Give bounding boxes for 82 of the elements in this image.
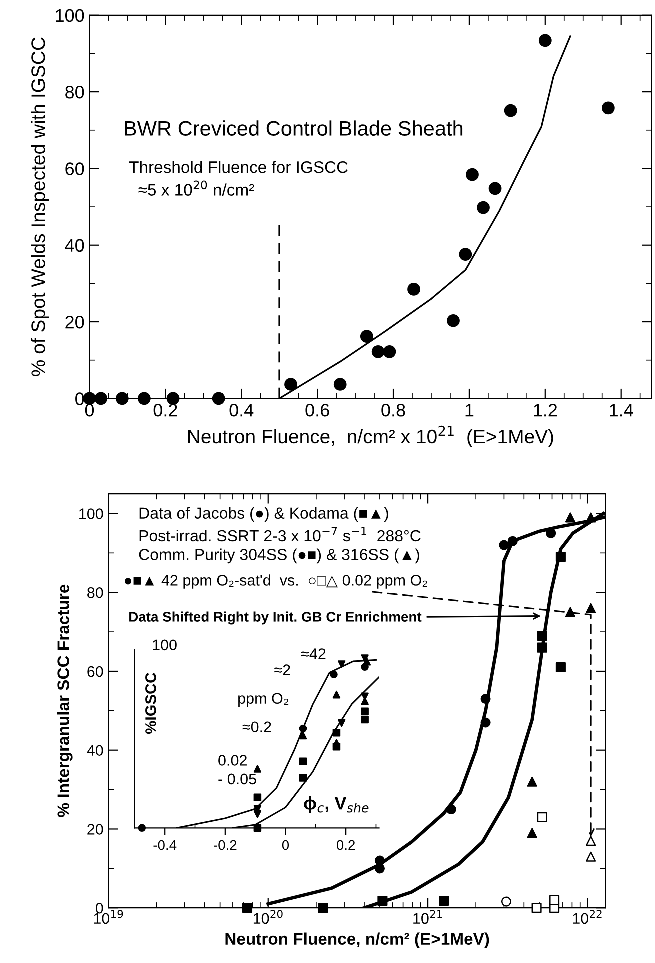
y-tick-label: 0 bbox=[76, 392, 84, 406]
point bbox=[116, 392, 129, 406]
point bbox=[372, 345, 385, 358]
annotation: ≈42 bbox=[301, 648, 326, 660]
point bbox=[166, 392, 180, 406]
y-tick-label: 20 bbox=[88, 824, 104, 835]
annotation: ppm O₂ bbox=[238, 693, 289, 708]
y-tick-label: 40 bbox=[65, 239, 84, 252]
point bbox=[334, 378, 347, 391]
x-tick-label: 0.6 bbox=[306, 404, 330, 417]
point bbox=[477, 201, 490, 214]
annotation: ≈0.2 bbox=[242, 722, 272, 733]
y-tick-label: 60 bbox=[88, 666, 104, 678]
point bbox=[383, 345, 396, 358]
x-tick-label: 1.2 bbox=[534, 404, 558, 417]
y-axis-title: % Intergranular SCC Fracture bbox=[57, 584, 73, 818]
y-tick-label: 80 bbox=[88, 587, 104, 598]
x-tick-label: 10$^{22}$ bbox=[573, 910, 602, 924]
x-tick-label: 0.4 bbox=[230, 404, 254, 417]
annotation: Comm. Purity 304SS (●■) & 316SS (▲) bbox=[139, 548, 420, 564]
point bbox=[361, 654, 369, 662]
point bbox=[459, 248, 472, 262]
point bbox=[254, 794, 262, 802]
point bbox=[361, 716, 369, 724]
point bbox=[363, 658, 372, 666]
x-axis-title: Neutron Fluence, n/cm² x 10$^{21}$ (E>1MeV) bbox=[188, 426, 554, 448]
x-tick-label: -0.4 bbox=[154, 840, 177, 850]
point bbox=[299, 758, 308, 766]
point bbox=[299, 732, 308, 740]
point bbox=[254, 824, 262, 832]
y-tick-label: 60 bbox=[66, 162, 84, 176]
point bbox=[332, 690, 341, 699]
x-axis-title: Neutron Fluence, n/cm² (E>1MeV) bbox=[226, 932, 490, 948]
point bbox=[360, 330, 374, 344]
point bbox=[138, 824, 146, 832]
point bbox=[538, 34, 552, 48]
point bbox=[466, 168, 479, 182]
point bbox=[602, 102, 615, 115]
point bbox=[338, 660, 346, 668]
x-tick-label: 1.4 bbox=[610, 404, 634, 417]
point bbox=[504, 104, 518, 118]
annotation: ϕ$_{c}$, V$_{she}$ bbox=[304, 796, 369, 814]
point bbox=[330, 670, 338, 679]
x-tick-label: 0 bbox=[282, 840, 290, 850]
point bbox=[138, 392, 151, 406]
x-tick-label: 1 bbox=[466, 404, 474, 417]
point bbox=[488, 182, 502, 196]
x-tick-label: 0.8 bbox=[382, 404, 406, 417]
point bbox=[299, 724, 308, 733]
ref-line-label: Threshold Fluence for IGSCC ≈5 x 10$^{20}$ n/cm² bbox=[129, 161, 348, 196]
point bbox=[447, 314, 460, 328]
x-tick-label: 0.2 bbox=[154, 404, 178, 417]
point bbox=[361, 708, 369, 716]
point bbox=[408, 283, 420, 296]
point bbox=[338, 719, 346, 728]
x-tick-label: 10$^{21}$ bbox=[414, 910, 442, 924]
point bbox=[332, 728, 341, 737]
annotation: BWR Creviced Control Blade Sheath bbox=[125, 120, 463, 136]
annotation: 0.02 - 0.05 bbox=[218, 755, 256, 785]
y-tick-label: 100 bbox=[80, 508, 104, 520]
y-tick-label: 100 bbox=[56, 9, 84, 22]
annotation: Post-irrad. SSRT 2-3 x 10$^{−7}$ s$^{−1}$ 288°C bbox=[140, 527, 421, 542]
x-tick-label: 10$^{20}$ bbox=[254, 910, 283, 924]
annotation: 100 bbox=[153, 640, 177, 651]
x-tick-label: 0.2 bbox=[336, 840, 356, 850]
annotation: ≈2 bbox=[274, 664, 290, 676]
annotation: Data Shifted Right by Init. GB Cr Enrichment bbox=[130, 612, 422, 625]
x-tick-label: -0.2 bbox=[214, 840, 237, 850]
point bbox=[299, 774, 308, 782]
y-tick-label: 40 bbox=[87, 745, 104, 756]
y-tick-label: 80 bbox=[66, 86, 84, 99]
point bbox=[254, 765, 262, 773]
point bbox=[254, 810, 262, 818]
y-axis-title: % of Spot Welds Inspected with IGSCC bbox=[31, 38, 50, 376]
annotation: Data of Jacobs (●) & Kodama (■▲) bbox=[140, 507, 388, 522]
point bbox=[284, 378, 298, 391]
point bbox=[332, 739, 341, 747]
point bbox=[94, 392, 108, 406]
y-tick-label: 20 bbox=[66, 316, 84, 329]
point bbox=[212, 392, 226, 406]
annotation: ●■▲ 42 ppm O₂-sat'd vs. ○□△ 0.02 ppm O₂ bbox=[124, 574, 428, 589]
y-axis-title: %IGSCC bbox=[146, 672, 156, 734]
